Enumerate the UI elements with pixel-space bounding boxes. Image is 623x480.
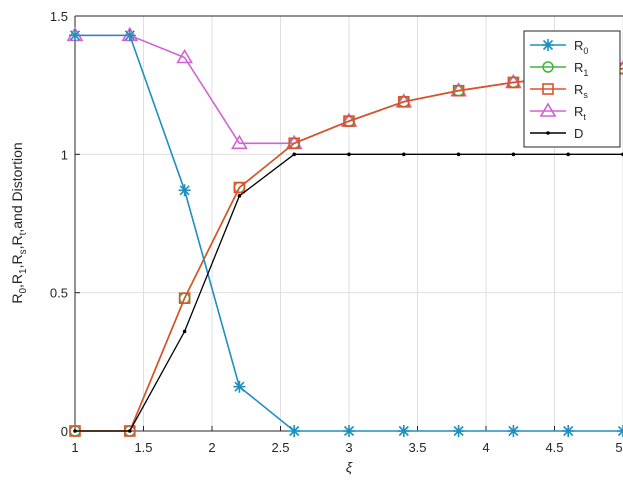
data-point: [507, 425, 520, 437]
y-tick-label: 1.5: [50, 9, 68, 24]
data-point: [288, 425, 301, 437]
y-tick-labels: 0 0.5 1 1.5: [50, 9, 68, 439]
data-point: [128, 429, 132, 433]
series-d: [73, 152, 623, 433]
data-point: [182, 329, 187, 334]
series-r0: [69, 29, 623, 437]
data-point: [288, 137, 301, 150]
legend-item: R0: [530, 38, 588, 56]
data-point: [233, 380, 246, 393]
data-point: [402, 152, 406, 157]
x-tick-label: 3.5: [408, 440, 426, 455]
data-point: [452, 425, 465, 437]
x-tick-label: 4: [482, 440, 489, 455]
data-point: [237, 194, 242, 198]
legend-label: Rt: [574, 104, 586, 122]
x-tick-label: 2: [208, 440, 215, 455]
data-point: [397, 425, 410, 437]
x-axis-label: ξ: [346, 459, 353, 475]
legend-label: R1: [574, 60, 588, 78]
data-point: [566, 152, 570, 157]
legend-item: R1: [530, 60, 588, 78]
y-tick-label: 0.5: [50, 286, 68, 301]
legend-label: D: [574, 126, 583, 141]
data-point: [176, 48, 193, 64]
data-point: [452, 84, 465, 97]
legend-marker: [542, 61, 554, 73]
legend-marker: [546, 131, 550, 135]
data-point: [507, 76, 520, 89]
data-point: [343, 425, 355, 437]
data-point: [123, 29, 136, 42]
data-point: [178, 184, 191, 197]
y-axis-label: R0,R1,Rs,Rt,and Distortion: [9, 142, 29, 303]
legend-label: Rs: [574, 82, 588, 100]
y-tick-label: 0: [61, 424, 68, 439]
legend-marker: [539, 102, 557, 117]
y-tick-label: 1: [61, 147, 68, 162]
x-tick-label: 3: [345, 440, 352, 455]
data-point: [178, 292, 191, 305]
data-point: [397, 95, 410, 108]
data-point: [343, 115, 355, 127]
x-tick-label: 1: [71, 440, 78, 455]
data-point: [511, 152, 516, 157]
legend-label: R0: [574, 38, 588, 56]
data-point: [233, 181, 246, 194]
data-point: [456, 152, 461, 157]
svg-text:R0,R1,Rs,Rt,and Distortion: R0,R1,Rs,Rt,and Distortion: [9, 142, 29, 303]
data-point: [292, 152, 297, 157]
legend-marker: [542, 39, 554, 51]
x-tick-labels: 1 1.5 2 2.5 3 3.5 4 4.5 5: [71, 440, 622, 455]
data-point: [69, 29, 81, 42]
x-tick-label: 1.5: [134, 440, 152, 455]
legend: R0 R1 Rs Rt D: [523, 30, 621, 148]
x-tick-label: 2.5: [271, 440, 289, 455]
legend-item: D: [530, 126, 583, 141]
data-point: [347, 152, 351, 157]
data-point: [231, 134, 248, 150]
data-point: [562, 425, 575, 437]
legend-marker: [542, 83, 554, 95]
x-tick-label: 5: [615, 440, 622, 455]
legend-item: Rt: [530, 102, 586, 122]
data-point: [73, 429, 77, 433]
x-tick-label: 4.5: [545, 440, 563, 455]
legend-item: Rs: [530, 82, 588, 100]
